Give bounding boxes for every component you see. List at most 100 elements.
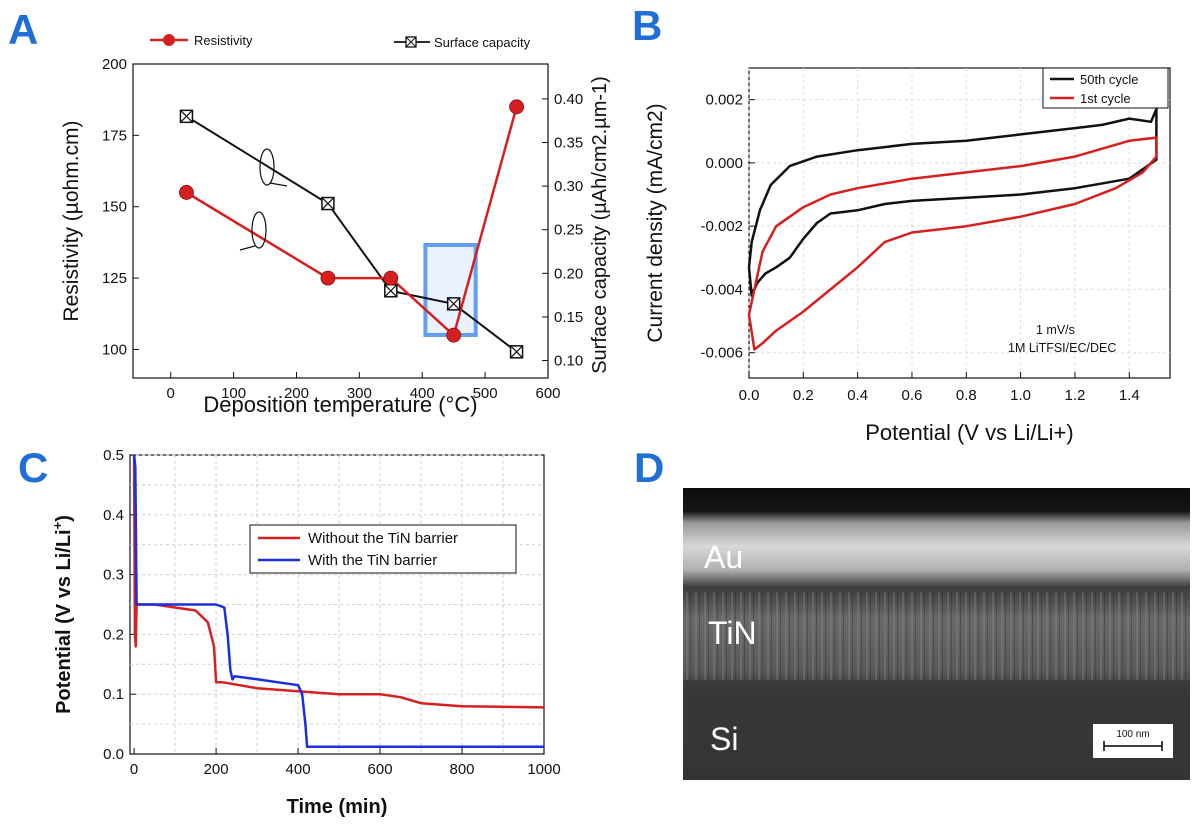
panel-a-axis-pointer-surface [259,148,275,186]
panel-a-legend-surface-marker [405,36,417,48]
scale-bar-box [1093,724,1173,758]
panel-c-legend-without-label: Without the TiN barrier [308,530,458,547]
panel-c-y-axis-title: Potential (V vs Li/Li+) [50,515,75,714]
panel-a-x-tick-label: 400 [410,385,435,402]
panel-a-surface-capacity-point [384,284,398,298]
panel-b-x-axis-title: Potential (V vs Li/Li+) [865,420,1073,445]
panel-b-legend-box [1042,67,1169,109]
panel-b-annotation-scan-rate: 1 mV/s [1036,323,1075,337]
panel-c-x-tick-label: 0 [130,761,138,778]
panel-a-x-tick-label: 600 [535,385,560,402]
panel-c-y-tick-label: 0.5 [103,447,124,464]
panel-letter-a: A [8,6,38,53]
panel-c-y-tick-label: 0.3 [103,567,124,584]
panel-c-series-with-tin [132,454,544,749]
panel-c-legend-box [249,524,517,574]
panel-a-y-right-tick-label: 0.35 [554,135,583,152]
panel-a-y-right-tick-label: 0.30 [554,178,583,195]
panel-c-y-tick-label: 0.4 [103,507,124,524]
panel-b-x-tick-label: 1.0 [1010,387,1031,404]
panel-c-y-tick-label: 0.2 [103,626,124,643]
panel-a-y-right-tick-label: 0.25 [554,222,583,239]
panel-a-resistivity-point [179,185,194,200]
panel-a-surface-capacity-point [446,297,461,311]
panel-b-x-tick-label: 0.2 [793,387,814,404]
panel-a-y-right-tick-label: 0.15 [554,309,583,326]
panel-a-x-tick-label: 200 [284,385,309,402]
panel-a-y-right-tick-label: 0.40 [554,91,583,108]
panel-a-y-right-axis-title: Surface capacity (µAh/cm2.µm-1) [589,76,611,374]
panel-a-axis-pointer-arrow-right [269,182,288,187]
panel-a-resistivity-point [383,270,399,286]
panel-letter-c: C [18,444,48,491]
panel-c-y-tick-label: 0.1 [103,686,124,703]
panel-b-y-tick-label: 0.002 [705,92,743,109]
panel-a-axis-pointer-resistivity [251,211,267,249]
panel-b-legend: 50th cycle 1st cycle [1042,67,1169,109]
panel-d-sem-image: Au TiN Si 100 nm [683,488,1190,780]
panel-b-x-tick-label: 0.4 [847,387,868,404]
panel-a-plot-frame [132,63,549,379]
panel-b-y-tick-label: -0.006 [700,345,743,362]
panel-c-x-axis-title: Time (min) [287,796,388,818]
panel-a-y-tick-label: 200 [102,56,127,73]
panel-c-chart: 0 200 400 600 800 1000 0.0 0.1 0.2 0.3 0.4 0.5 Time … [50,447,561,818]
panel-b-y-axis-title: Current density (mA/cm2) [644,103,667,342]
panel-a-resistivity-point [509,99,524,115]
panel-a-surface-capacity-point [179,109,194,124]
panel-a-axis-pointer-arrow-left [239,245,256,251]
panel-b-x-tick-label: 1.4 [1119,387,1140,404]
panel-b-x-tick-label: 1.2 [1065,387,1086,404]
panel-a-y-right-tick-label: 0.10 [554,353,583,370]
panel-a-y-tick-label: 175 [102,127,127,144]
sem-label-tin: TiN [708,615,757,651]
panel-c-legend-with-label: With the TiN barrier [308,552,437,569]
panel-b-series-50th-cycle [747,107,1158,298]
panel-a-surface-capacity-point [509,345,524,359]
scale-bar-label: 100 nm [1116,729,1149,740]
panel-b-x-tick-label: 0.0 [739,387,760,404]
panel-c-x-tick-label: 400 [286,761,311,778]
panel-a-x-tick-label: 0 [167,385,175,402]
panel-a-resistivity-point [320,270,336,286]
panel-b-legend-50th-label: 50th cycle [1080,72,1139,87]
panel-a-x-tick-label: 300 [347,385,372,402]
panel-letter-d: D [634,444,664,491]
panel-a-x-axis-title: Deposition temperature (°C) [203,392,477,417]
panel-b-y-tick-label: 0.000 [705,155,743,172]
panel-letter-b: B [632,2,662,49]
panel-a-resistivity-point [446,327,462,343]
panel-a-legend-surface-label: Surface capacity [434,35,531,50]
panel-a-x-tick-label: 100 [221,385,246,402]
panel-b-y-tick-label: -0.004 [700,281,743,298]
panel-a-x-tick-label: 500 [473,385,498,402]
sem-label-au: Au [704,539,743,575]
panel-a-y-tick-label: 125 [102,270,127,287]
panel-a-chart: 0 100 200 300 400 500 600 100 125 150 175 200 0.10 0.… [60,33,611,417]
panel-b-legend-1st-label: 1st cycle [1080,91,1131,106]
panel-a-legend: Resistivity Surface capacity [150,33,531,50]
panel-a-surface-capacity-point [321,196,335,211]
panel-c-x-tick-label: 1000 [527,761,560,778]
panel-b-x-tick-label: 0.6 [902,387,923,404]
panel-a-y-tick-label: 100 [102,341,127,358]
panel-a-y-tick-label: 150 [102,199,127,216]
panel-a-y-right-tick-label: 0.20 [554,265,583,282]
panel-a-legend-resistivity-marker [163,34,175,46]
panel-c-y-tick-label: 0.0 [103,746,124,763]
panel-b-x-tick-label: 0.8 [956,387,977,404]
panel-c-legend: Without the TiN barrier With the TiN barr… [249,524,517,574]
panel-b-y-tick-label: -0.002 [700,218,743,235]
sem-label-si: Si [710,721,738,757]
panel-a-highlight-box [423,243,478,337]
panel-b-series-1st-cycle [747,136,1158,351]
panel-b-annotation-electrolyte: 1M LiTFSI/EC/DEC [1008,341,1116,355]
panel-c-x-tick-label: 600 [368,761,393,778]
panel-c-x-tick-label: 200 [204,761,229,778]
panel-a-y-axis-title: Resistivity (µohm.cm) [60,120,83,321]
panel-b-plot-frame [748,67,1171,379]
panel-b-chart: 0.0 0.2 0.4 0.6 0.8 1.0 1.2 1.4 0.002 0.000 -0.002… [644,67,1171,445]
panel-a-legend-resistivity-label: Resistivity [194,33,253,48]
panel-c-x-tick-label: 800 [450,761,475,778]
